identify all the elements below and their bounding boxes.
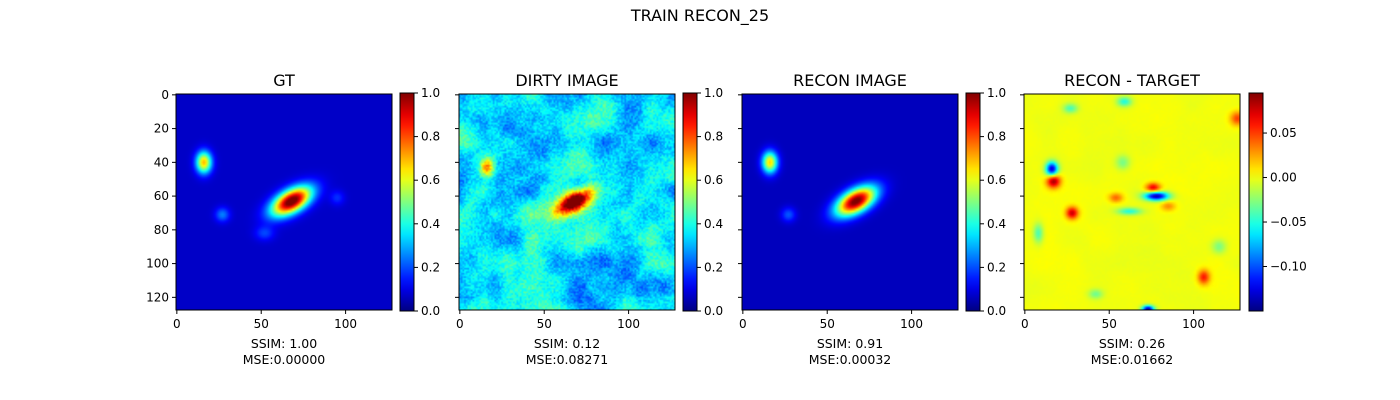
- y-tick-label: 20: [154, 122, 169, 136]
- heatmap-image: [742, 94, 958, 310]
- colorbar-tick-label: 0.6: [987, 173, 1006, 187]
- colorbar-tick-label: 1.0: [421, 86, 440, 100]
- colorbar-tick-label: 0.4: [987, 217, 1006, 231]
- subplot-title: RECON - TARGET: [1064, 71, 1200, 90]
- ssim-label: SSIM: 1.00: [251, 336, 317, 351]
- x-tick-label: 100: [1182, 317, 1205, 331]
- ssim-label: SSIM: 0.26: [1099, 336, 1165, 351]
- colorbar: [399, 92, 415, 312]
- subplot-4: RECON - TARGET 0 50 100 SSIM: 0.26MSE:0.0166…: [1020, 71, 1307, 367]
- colorbar-tick-label: 0.2: [704, 260, 723, 274]
- subplot-title: RECON IMAGE: [793, 71, 907, 90]
- colorbar-tick-label: 0.2: [421, 260, 440, 274]
- axes-frame: [458, 93, 676, 311]
- colorbar-tick-label: 0.4: [421, 217, 440, 231]
- colorbar-tick-label: 0.8: [704, 130, 723, 144]
- colorbar-tick-label: 0.8: [987, 130, 1006, 144]
- colorbar-tick-label: −0.05: [1270, 215, 1307, 229]
- x-tick-label: 0: [456, 317, 464, 331]
- colorbar-tick-label: 0.05: [1270, 126, 1297, 140]
- colorbar-tick-label: 0.8: [421, 130, 440, 144]
- colorbar-tick-label: 0.0: [704, 304, 723, 318]
- mse-label: MSE:0.00032: [809, 352, 892, 367]
- colorbar-tick-label: 0.0: [421, 304, 440, 318]
- ssim-label: SSIM: 0.12: [534, 336, 600, 351]
- x-tick-label: 100: [900, 317, 923, 331]
- x-tick-label: 0: [1021, 317, 1029, 331]
- mse-label: MSE:0.08271: [526, 352, 609, 367]
- heatmap-image: [459, 94, 675, 310]
- subplot-1: GT 0 50 100 0 20 40 60 80 100 120 SSIM: 1.00MSE:0.0…: [146, 71, 440, 367]
- x-tick-label: 50: [537, 317, 552, 331]
- colorbar-tick-label: 1.0: [987, 86, 1006, 100]
- colorbar-tick-label: 1.0: [704, 86, 723, 100]
- colorbar-tick-label: −0.10: [1270, 260, 1307, 274]
- y-tick-label: 100: [146, 257, 169, 271]
- axes-frame: [175, 93, 393, 311]
- y-tick-label: 40: [154, 155, 169, 169]
- x-tick-label: 100: [617, 317, 640, 331]
- y-tick-label: 0: [161, 88, 169, 102]
- y-tick-label: 60: [154, 189, 169, 203]
- colorbar-tick-label: 0.2: [987, 260, 1006, 274]
- x-tick-label: 0: [173, 317, 181, 331]
- y-tick-label: 120: [146, 290, 169, 304]
- subplot-title: GT: [273, 71, 295, 90]
- x-tick-label: 100: [334, 317, 357, 331]
- x-tick-label: 50: [820, 317, 835, 331]
- y-tick-label: 80: [154, 223, 169, 237]
- subplot-title: DIRTY IMAGE: [515, 71, 618, 90]
- colorbar: [1248, 92, 1264, 312]
- figure-title: TRAIN RECON_25: [630, 6, 770, 25]
- x-tick-label: 50: [1102, 317, 1117, 331]
- axes-frame: [1023, 93, 1241, 311]
- colorbar-tick-label: 0.6: [704, 173, 723, 187]
- colorbar-tick-label: 0.00: [1270, 171, 1297, 185]
- colorbar: [965, 92, 981, 312]
- ssim-label: SSIM: 0.91: [817, 336, 883, 351]
- colorbar-tick-label: 0.0: [987, 304, 1006, 318]
- heatmap-image: [1024, 94, 1240, 310]
- mse-label: MSE:0.01662: [1091, 352, 1174, 367]
- axes-frame: [741, 93, 959, 311]
- x-tick-label: 50: [254, 317, 269, 331]
- colorbar: [682, 92, 698, 312]
- heatmap-image: [176, 94, 392, 310]
- mse-label: MSE:0.00000: [243, 352, 326, 367]
- colorbar-tick-label: 0.4: [704, 217, 723, 231]
- colorbar-tick-label: 0.6: [421, 173, 440, 187]
- x-tick-label: 0: [739, 317, 747, 331]
